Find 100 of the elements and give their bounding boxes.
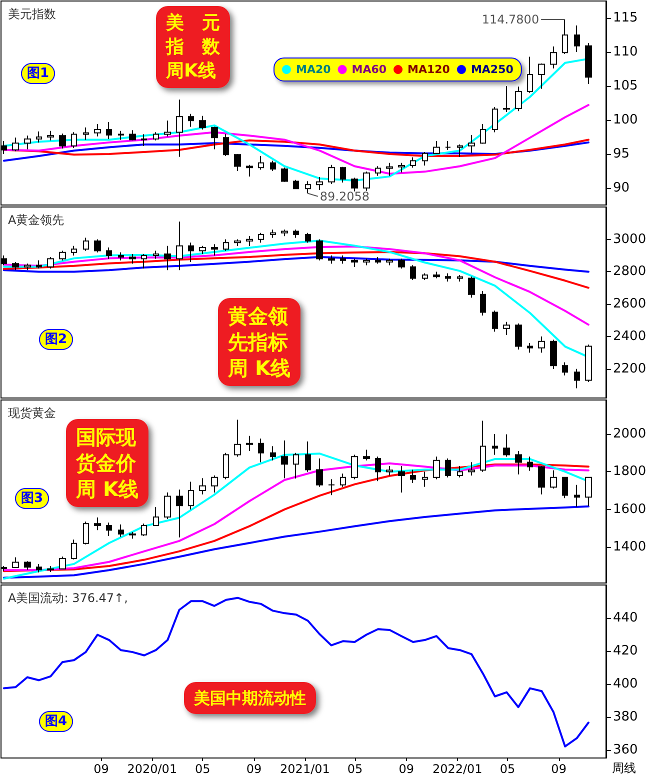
candlestick [328,255,335,264]
candlestick [12,556,19,568]
candlestick [562,18,568,55]
candlestick [351,177,358,192]
candlestick [363,449,370,461]
candlestick [24,135,31,150]
candlestick [176,99,183,158]
candlestick [503,86,510,112]
y-tick-label: 90 [613,180,630,196]
candlestick [176,489,183,538]
y-tick-label: 2400 [613,328,646,344]
candlestick [141,253,147,270]
candlestick [468,276,475,298]
candlestick [410,156,416,168]
candlestick [106,122,112,140]
candlestick [468,134,475,154]
candlestick [12,137,19,152]
candlestick [305,232,311,244]
annotation: 图3 [21,491,44,506]
candlestick [199,478,206,495]
y-tick-label: 380 [613,709,638,724]
candlestick [574,24,580,52]
candlestick [538,466,545,495]
candlestick [71,539,77,560]
legend-label: MA60 [352,63,387,76]
candlestick [234,238,241,246]
text: A黄金领先 [8,213,64,227]
legend-label: MA20 [296,63,332,76]
line-series [2,256,590,273]
candlestick [59,556,66,570]
candlestick [457,144,463,158]
candlestick [141,134,147,146]
candlestick [71,132,77,148]
candlestick [141,523,147,536]
candlestick [433,271,440,279]
candlestick [550,46,557,69]
candlestick [445,458,451,478]
candlestick [398,466,405,493]
candlestick [270,160,276,172]
x-tick-label: 05 [195,762,210,776]
candlestick [562,362,568,376]
candlestick [293,452,299,479]
candlestick [83,126,89,140]
candlestick [386,162,393,176]
x-tick-label: 09 [246,762,262,776]
candlestick [457,466,463,478]
candlestick [305,180,311,194]
x-tick-label: 2021/01 [280,762,330,776]
annotation: 图4 [45,714,68,729]
candlestick [515,450,522,475]
candlestick [153,132,159,141]
candlestick [211,126,218,150]
candlestick [550,470,557,489]
annotation: 图2 [45,332,68,347]
y-tick-label: 1600 [613,502,646,517]
candlestick [492,433,498,456]
candlestick [340,473,346,488]
y-tick-label: 2000 [613,426,646,442]
text: 周线 [612,761,636,775]
candlestick [118,524,124,538]
candlestick [118,252,124,261]
candlestick [234,154,241,172]
candlestick [316,176,323,191]
y-tick-label: 440 [613,610,638,626]
annotation: 美国中期流动性 [193,688,306,708]
candlestick [12,262,19,271]
x-tick-label: 2022/01 [432,762,482,776]
candlestick [527,56,533,94]
y-tick-label: 2800 [613,264,646,280]
candlestick [223,134,229,157]
candlestick [422,471,428,488]
candlestick [585,476,592,507]
y-tick-label: 95 [613,146,630,162]
y-tick-label: 110 [613,44,638,60]
candlestick [24,560,31,570]
candlestick [328,164,335,184]
candlestick [281,229,288,237]
candlestick [258,438,264,463]
candlestick [351,258,358,268]
candlestick [363,171,370,192]
candlestick [503,434,510,458]
line-series [2,505,590,579]
candlestick [258,156,264,170]
candlestick [503,321,510,336]
candlestick [258,232,264,244]
candlestick [270,229,276,238]
candlestick [375,256,381,264]
candlestick [515,86,522,112]
y-tick-label: 105 [613,78,638,94]
candlestick [153,250,159,260]
candlestick [234,419,241,458]
candlestick [316,458,323,488]
x-tick-label: 09 [398,762,414,776]
candlestick [176,221,183,271]
candlestick [538,63,545,90]
candlestick [293,229,299,238]
legend-label: MA120 [408,63,450,76]
candlestick [94,517,101,531]
candlestick [223,238,229,252]
candlestick [246,164,253,177]
